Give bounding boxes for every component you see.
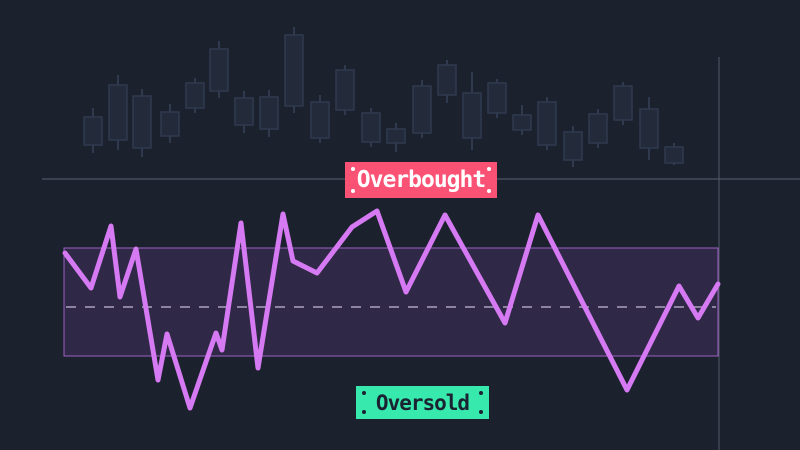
corner-dot-icon — [487, 189, 491, 193]
oversold-label-text: Oversold — [375, 390, 470, 415]
candle-body — [259, 96, 279, 130]
candle-body — [132, 95, 152, 149]
corner-dot-icon — [351, 189, 355, 193]
corner-dot-icon — [351, 167, 355, 171]
candle-body — [284, 34, 304, 107]
corner-dot-icon — [487, 167, 491, 171]
candle-body — [487, 82, 507, 114]
candle-body — [639, 108, 659, 149]
candle-body — [209, 48, 229, 92]
candle-body — [160, 111, 180, 137]
candle-body — [512, 114, 532, 131]
candle-body — [83, 116, 103, 146]
overbought-label-text: Overbought — [356, 167, 486, 193]
oversold-label: Oversold — [356, 386, 489, 419]
corner-dot-icon — [362, 410, 366, 414]
candle-body — [386, 128, 406, 144]
overbought-label: Overbought — [345, 162, 497, 198]
candle-body — [462, 92, 482, 139]
candle-body — [537, 101, 557, 146]
corner-dot-icon — [362, 391, 366, 395]
candle-body — [437, 64, 457, 96]
oscillator-line — [62, 208, 721, 411]
candle-body — [664, 146, 684, 164]
candle-body — [335, 69, 355, 111]
candle-body — [185, 82, 205, 109]
candle-body — [361, 112, 381, 143]
candle-body — [412, 85, 432, 134]
corner-dot-icon — [479, 410, 483, 414]
candle-body — [108, 84, 128, 141]
candle-body — [310, 101, 330, 139]
candle-body — [588, 113, 608, 144]
candle-body — [234, 97, 254, 126]
corner-dot-icon — [479, 391, 483, 395]
oscillator-band — [63, 247, 719, 357]
candle-body — [613, 85, 633, 121]
candle-body — [563, 131, 583, 161]
